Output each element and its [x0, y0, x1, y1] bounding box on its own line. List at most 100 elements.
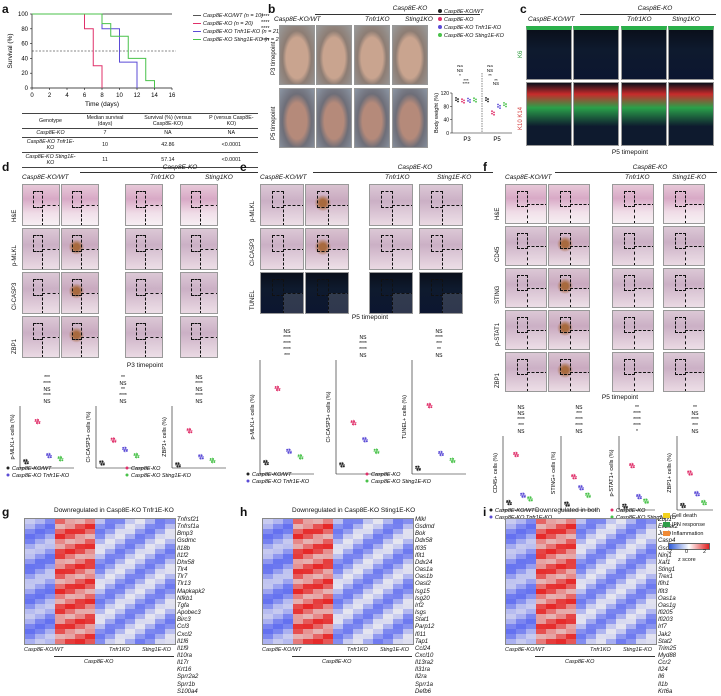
- g-heat-cell: [65, 529, 76, 535]
- panel-label-d: d: [2, 160, 10, 174]
- i-heat-cell: [566, 524, 577, 530]
- a-ytick-label: 20: [21, 71, 28, 77]
- e-inset-zoom: [392, 293, 412, 313]
- i-heat-cell: [526, 539, 537, 545]
- h-heat-cell: [293, 544, 304, 550]
- i-heat-cell: [556, 614, 567, 620]
- i-heat-cell: [606, 554, 617, 560]
- h-heat-cell: [303, 544, 314, 550]
- g-heat-cell: [115, 539, 126, 545]
- g-heat-cell: [65, 629, 76, 635]
- i-heat-cell: [526, 569, 537, 575]
- d-inset-box: [71, 235, 82, 252]
- e-data-point: [439, 453, 442, 456]
- g-heat-cell: [75, 534, 86, 540]
- d-significance: ****: [43, 381, 51, 387]
- e-data-point: [429, 403, 432, 406]
- g-heat-cell: [145, 559, 156, 565]
- i-heat-cell: [586, 584, 597, 590]
- g-heat-cell: [135, 549, 146, 555]
- g-heat-cell: [95, 594, 106, 600]
- i-heat-cell: [636, 549, 647, 555]
- e-data-point: [364, 437, 367, 440]
- h-heat-cell: [283, 584, 294, 590]
- i-heat-cell: [606, 534, 617, 540]
- i-gene-label: Oas1a: [658, 595, 676, 602]
- h-heat-cell: [293, 579, 304, 585]
- d-legend-marker: [6, 473, 10, 477]
- g-heat-cell: [165, 559, 176, 565]
- g-x-label-tnfr1: Tnfr1KO: [109, 647, 130, 653]
- i-heat-cell: [646, 564, 657, 570]
- i-heat-cell: [596, 609, 607, 615]
- h-heat-cell: [353, 589, 364, 595]
- g-heat-cell: [25, 579, 36, 585]
- g-heat-cell: [115, 529, 126, 535]
- f-significance: NS: [518, 405, 526, 411]
- h-heat-cell: [323, 554, 334, 560]
- f-data-point: [688, 473, 691, 476]
- h-gene-label: Ifi35: [415, 545, 427, 552]
- h-heat-cell: [363, 529, 374, 535]
- f-data-point: [631, 463, 634, 466]
- g-heat-cell: [155, 559, 166, 565]
- g-heat-cell: [35, 589, 46, 595]
- g-heat-cell: [45, 569, 56, 575]
- h-heat-cell: [353, 619, 364, 625]
- g-heat-cell: [105, 534, 116, 540]
- g-heat-cell: [165, 639, 176, 645]
- i-heat-cell: [606, 584, 617, 590]
- f-significance: ***: [576, 411, 582, 417]
- g-heatmap: [24, 518, 176, 645]
- g-heat-cell: [75, 529, 86, 535]
- h-heat-cell: [263, 619, 274, 625]
- h-heat-cell: [303, 539, 314, 545]
- i-heat-cell: [516, 594, 527, 600]
- g-heat-cell: [165, 564, 176, 570]
- g-group-label: Casp8E-KO: [84, 659, 114, 665]
- f-inset-zoom: [527, 330, 546, 349]
- g-heat-cell: [105, 614, 116, 620]
- f-inset-box: [623, 359, 635, 375]
- c-row-k10k14: K10 K14: [518, 106, 524, 130]
- i-heat-cell: [546, 559, 557, 565]
- h-heat-cell: [343, 574, 354, 580]
- h-heat-cell: [293, 614, 304, 620]
- a-table-header: Median survival (days): [78, 113, 132, 129]
- i-heat-cell: [616, 629, 627, 635]
- g-heat-cell: [105, 544, 116, 550]
- f-row-label: p-STAT1: [495, 322, 501, 346]
- c-k10k14-image: [668, 82, 714, 146]
- g-heat-cell: [25, 574, 36, 580]
- g-heat-cell: [125, 639, 136, 645]
- i-heat-cell: [606, 519, 617, 525]
- h-heat-cell: [313, 594, 324, 600]
- i-heat-cell: [546, 639, 557, 645]
- i-heat-cell: [626, 519, 637, 525]
- g-heat-cell: [85, 599, 96, 605]
- d-significance: NS: [120, 399, 128, 405]
- h-heat-cell: [263, 559, 274, 565]
- i-heat-cell: [646, 624, 657, 630]
- g-heat-cell: [155, 624, 166, 630]
- h-heat-cell: [323, 589, 334, 595]
- d-legend-label: Casp8E-KO/WT: [12, 466, 52, 472]
- d-inset-zoom: [81, 249, 98, 269]
- f-data-point: [528, 499, 531, 502]
- f-data-point: [507, 503, 510, 506]
- g-heat-cell: [95, 544, 106, 550]
- d-ylabel: p-MLKL+ cells (%): [10, 414, 16, 459]
- i-heat-cell: [646, 569, 657, 575]
- h-heat-cell: [323, 624, 334, 630]
- g-heat-cell: [105, 524, 116, 530]
- h-heat-cell: [273, 639, 284, 645]
- i-heat-cell: [616, 639, 627, 645]
- i-heat-cell: [506, 609, 517, 615]
- i-heat-cell: [626, 554, 637, 560]
- i-heat-cell: [596, 634, 607, 640]
- i-heat-cell: [516, 524, 527, 530]
- h-heat-cell: [273, 624, 284, 630]
- e-data-point: [430, 406, 433, 409]
- f-inset-box: [623, 317, 635, 333]
- i-heat-cell: [586, 609, 597, 615]
